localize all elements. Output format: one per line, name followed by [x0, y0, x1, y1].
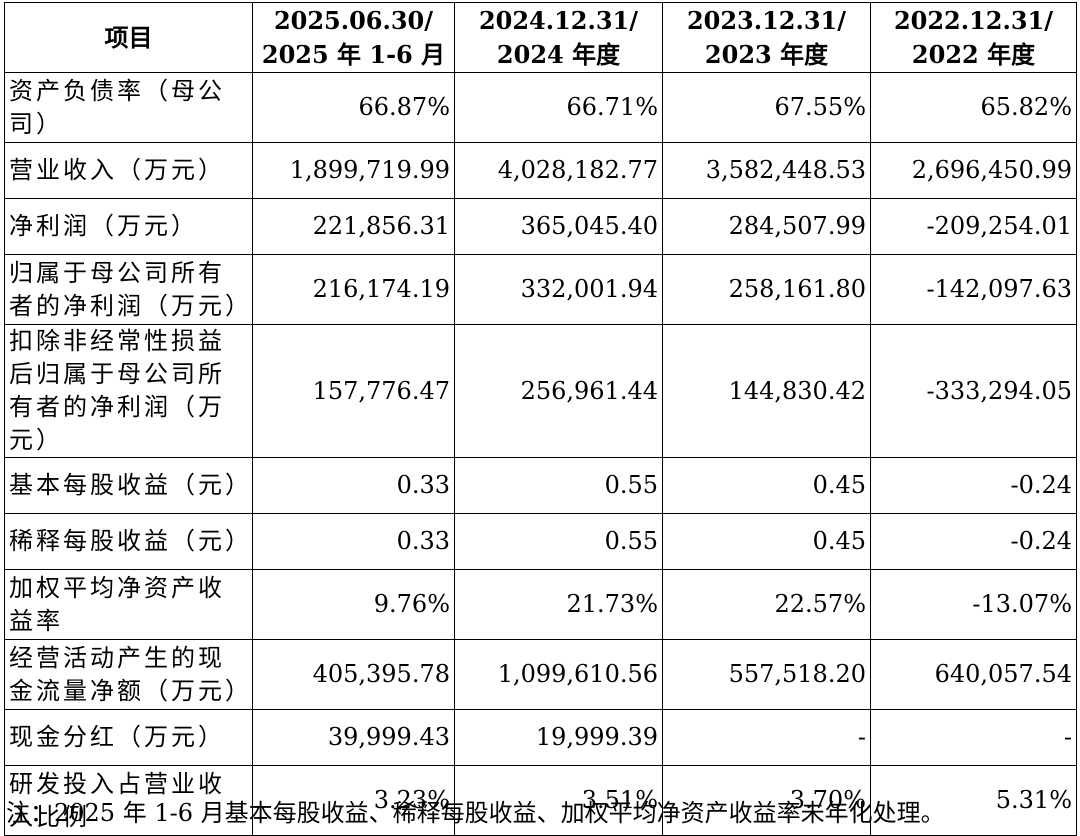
- header-2025-h1: 2025.06.30/2025 年 1-6 月: [252, 2, 455, 73]
- row-label-net-profit-deducted: 扣除非经常性损益后归属于母公司所有者的净利润（万元）: [4, 324, 253, 458]
- table-cell: 39,999.43: [252, 709, 455, 766]
- table-row: 经营活动产生的现金流量净额（万元） 405,395.78 1,099,610.5…: [4, 639, 1077, 710]
- table-row: 扣除非经常性损益后归属于母公司所有者的净利润（万元） 157,776.47 25…: [4, 324, 1077, 458]
- table-cell: 221,856.31: [252, 198, 455, 255]
- header-item: 项目: [4, 2, 253, 73]
- row-label-diluted-eps: 稀释每股收益（元）: [4, 513, 253, 570]
- table-row: 稀释每股收益（元） 0.33 0.55 0.45 -0.24: [4, 513, 1077, 570]
- table-row: 资产负债率（母公司） 66.87% 66.71% 67.55% 65.82%: [4, 72, 1077, 143]
- table-cell: 21.73%: [454, 569, 663, 640]
- table-cell: 557,518.20: [662, 639, 871, 710]
- table-cell: 0.33: [252, 513, 455, 570]
- table-cell: 0.55: [454, 457, 663, 514]
- table-row: 营业收入（万元） 1,899,719.99 4,028,182.77 3,582…: [4, 142, 1077, 199]
- table-cell: 3.70%: [662, 765, 871, 836]
- table-cell: -0.24: [870, 513, 1077, 570]
- financial-table-container: 项目 2025.06.30/2025 年 1-6 月 2024.12.31/20…: [4, 2, 1077, 836]
- table-row: 归属于母公司所有者的净利润（万元） 216,174.19 332,001.94 …: [4, 254, 1077, 325]
- row-label-basic-eps: 基本每股收益（元）: [4, 457, 253, 514]
- table-cell: 22.57%: [662, 569, 871, 640]
- table-cell: 3.51%: [454, 765, 663, 836]
- table-cell: -333,294.05: [870, 324, 1077, 458]
- table-cell: 65.82%: [870, 72, 1077, 143]
- table-cell: 144,830.42: [662, 324, 871, 458]
- table-cell: 5.31%: [870, 765, 1077, 836]
- table-cell: 4,028,182.77: [454, 142, 663, 199]
- table-cell: 405,395.78: [252, 639, 455, 710]
- table-cell: 0.55: [454, 513, 663, 570]
- table-cell: 284,507.99: [662, 198, 871, 255]
- table-cell: 67.55%: [662, 72, 871, 143]
- table-row: 净利润（万元） 221,856.31 365,045.40 284,507.99…: [4, 198, 1077, 255]
- table-cell: 1,099,610.56: [454, 639, 663, 710]
- table-cell: 258,161.80: [662, 254, 871, 325]
- table-cell: 9.76%: [252, 569, 455, 640]
- table-cell: 0.45: [662, 513, 871, 570]
- row-label-roe: 加权平均净资产收益率: [4, 569, 253, 640]
- header-2022: 2022.12.31/2022 年度: [870, 2, 1077, 73]
- table-cell: 3,582,448.53: [662, 142, 871, 199]
- table-cell: -: [870, 709, 1077, 766]
- table-cell: 640,057.54: [870, 639, 1077, 710]
- header-2024: 2024.12.31/2024 年度: [454, 2, 663, 73]
- table-cell: -: [662, 709, 871, 766]
- header-2023: 2023.12.31/2023 年度: [662, 2, 871, 73]
- table-row: 基本每股收益（元） 0.33 0.55 0.45 -0.24: [4, 457, 1077, 514]
- row-label-operating-cash-flow: 经营活动产生的现金流量净额（万元）: [4, 639, 253, 710]
- table-cell: 332,001.94: [454, 254, 663, 325]
- table-cell: 66.71%: [454, 72, 663, 143]
- table-row: 加权平均净资产收益率 9.76% 21.73% 22.57% -13.07%: [4, 569, 1077, 640]
- table-row: 研发投入占营业收入比例 3.23% 3.51% 3.70% 5.31%: [4, 765, 1077, 836]
- table-row: 现金分红（万元） 39,999.43 19,999.39 - -: [4, 709, 1077, 766]
- financial-table: 项目 2025.06.30/2025 年 1-6 月 2024.12.31/20…: [4, 2, 1077, 836]
- row-label-debt-ratio: 资产负债率（母公司）: [4, 72, 253, 143]
- table-cell: 19,999.39: [454, 709, 663, 766]
- row-label-net-profit-parent: 归属于母公司所有者的净利润（万元）: [4, 254, 253, 325]
- row-label-net-profit: 净利润（万元）: [4, 198, 253, 255]
- footnote: 注：2025 年 1-6 月基本每股收益、稀释每股收益、加权平均净资产收益率未年…: [6, 799, 945, 827]
- table-cell: 1,899,719.99: [252, 142, 455, 199]
- row-label-revenue: 营业收入（万元）: [4, 142, 253, 199]
- table-cell: 365,045.40: [454, 198, 663, 255]
- table-cell: -142,097.63: [870, 254, 1077, 325]
- table-cell: -209,254.01: [870, 198, 1077, 255]
- table-cell: 0.45: [662, 457, 871, 514]
- table-cell: -0.24: [870, 457, 1077, 514]
- header-row: 项目 2025.06.30/2025 年 1-6 月 2024.12.31/20…: [4, 2, 1077, 73]
- table-cell: 0.33: [252, 457, 455, 514]
- table-cell: 157,776.47: [252, 324, 455, 458]
- row-label-rd-ratio: 研发投入占营业收入比例: [4, 765, 253, 836]
- table-cell: 256,961.44: [454, 324, 663, 458]
- table-cell: -13.07%: [870, 569, 1077, 640]
- table-cell: 66.87%: [252, 72, 455, 143]
- table-cell: 216,174.19: [252, 254, 455, 325]
- table-cell: 2,696,450.99: [870, 142, 1077, 199]
- row-label-cash-dividend: 现金分红（万元）: [4, 709, 253, 766]
